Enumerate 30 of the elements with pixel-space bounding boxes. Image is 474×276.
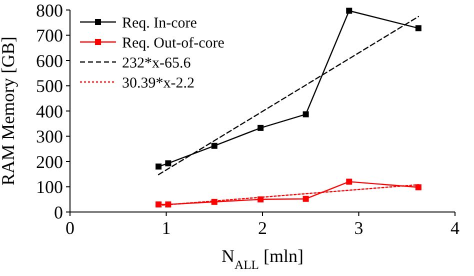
point	[302, 196, 309, 202]
point	[415, 25, 422, 32]
point	[415, 184, 422, 190]
x-tick-label: 2	[258, 218, 267, 238]
y-tick-label: 100	[36, 177, 63, 198]
point	[346, 8, 352, 14]
x-tick-label: 4	[450, 218, 460, 238]
y-tick-label: 400	[36, 101, 63, 122]
legend-label: 30.39*x-2.2	[122, 75, 194, 92]
x-tick-label: 1	[162, 218, 171, 238]
legend-label: Req. Out-of-core	[122, 35, 225, 52]
y-tick-label: 500	[36, 76, 63, 96]
point	[156, 164, 162, 170]
point	[156, 201, 162, 208]
y-axis-title: RAM Memory [GB]	[0, 36, 18, 186]
legend-label: Req. In-core	[122, 15, 198, 32]
legend-label: 232*x-65.6	[122, 55, 192, 72]
point	[211, 142, 218, 149]
point	[258, 124, 264, 131]
y-tick-label: 300	[36, 126, 63, 147]
x-axis-title: N$_{ALL}$ [mln]	[222, 246, 304, 272]
point	[302, 111, 309, 118]
point	[165, 160, 172, 166]
y-tick-label: 200	[36, 152, 63, 172]
y-tick-label: 800	[36, 0, 63, 20]
y-tick-label: 700	[36, 26, 63, 46]
y-tick-label: 0	[54, 202, 63, 222]
y-tick-label: 600	[36, 50, 63, 71]
point	[346, 178, 352, 185]
x-tick-label: 3	[354, 218, 364, 238]
